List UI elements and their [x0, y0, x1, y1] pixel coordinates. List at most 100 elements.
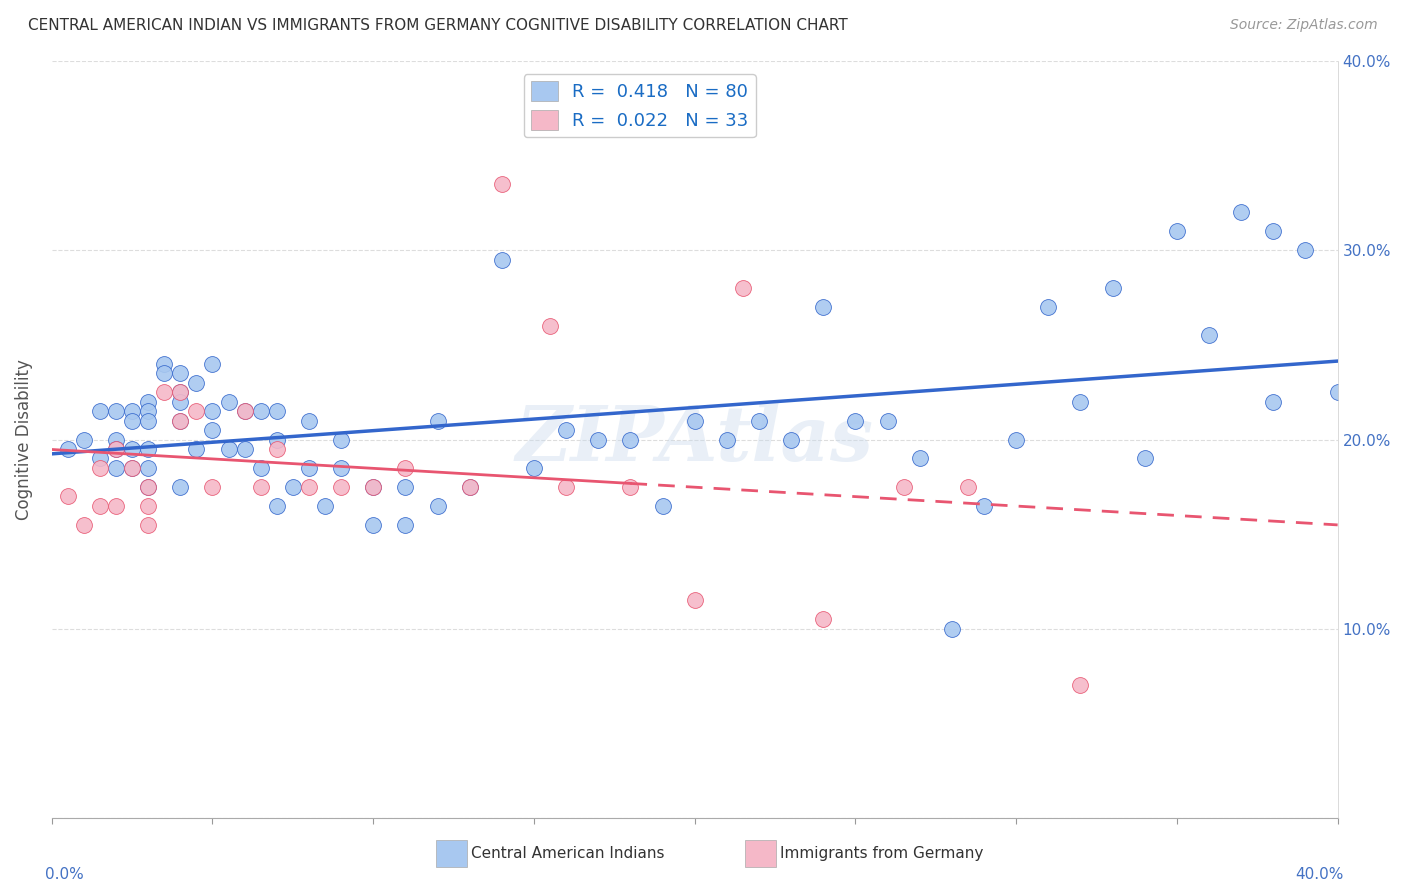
Point	[266, 404, 288, 418]
Point	[619, 480, 641, 494]
Point	[1198, 328, 1220, 343]
Point	[1295, 244, 1317, 258]
Point	[56, 489, 79, 503]
Point	[136, 499, 159, 513]
Point	[813, 612, 835, 626]
Point	[136, 404, 159, 418]
Point	[298, 461, 321, 475]
Point	[844, 414, 866, 428]
Point	[153, 357, 176, 371]
Point	[56, 442, 79, 456]
Point	[121, 461, 143, 475]
Point	[186, 404, 208, 418]
Point	[266, 442, 288, 456]
Point	[1326, 385, 1348, 400]
Text: ZIPAtlas: ZIPAtlas	[516, 402, 873, 476]
Text: Central American Indians: Central American Indians	[471, 847, 665, 861]
Point	[105, 433, 128, 447]
Point	[683, 593, 706, 607]
Point	[1133, 451, 1156, 466]
Point	[105, 404, 128, 418]
Point	[1263, 394, 1285, 409]
Point	[121, 442, 143, 456]
Point	[491, 252, 513, 267]
Point	[748, 414, 770, 428]
Point	[491, 177, 513, 191]
Text: CENTRAL AMERICAN INDIAN VS IMMIGRANTS FROM GERMANY COGNITIVE DISABILITY CORRELAT: CENTRAL AMERICAN INDIAN VS IMMIGRANTS FR…	[28, 18, 848, 33]
Point	[555, 480, 578, 494]
Text: 40.0%: 40.0%	[1296, 867, 1344, 882]
Point	[201, 423, 224, 437]
Point	[523, 461, 546, 475]
Point	[249, 461, 271, 475]
Point	[153, 367, 176, 381]
Point	[89, 461, 111, 475]
Point	[169, 385, 191, 400]
Point	[1069, 678, 1091, 692]
Point	[249, 480, 271, 494]
Point	[186, 442, 208, 456]
Point	[169, 414, 191, 428]
Point	[361, 517, 384, 532]
Point	[361, 480, 384, 494]
Point	[186, 376, 208, 390]
Point	[1230, 205, 1253, 219]
Point	[619, 433, 641, 447]
Point	[1166, 224, 1188, 238]
Point	[298, 480, 321, 494]
Text: Immigrants from Germany: Immigrants from Germany	[780, 847, 984, 861]
Point	[394, 517, 416, 532]
Point	[330, 433, 353, 447]
Point	[153, 385, 176, 400]
Point	[136, 517, 159, 532]
Point	[555, 423, 578, 437]
Point	[973, 499, 995, 513]
Point	[136, 414, 159, 428]
Point	[394, 461, 416, 475]
Point	[136, 480, 159, 494]
Point	[169, 414, 191, 428]
Point	[89, 499, 111, 513]
Point	[893, 480, 915, 494]
Point	[89, 451, 111, 466]
Point	[330, 461, 353, 475]
Text: 0.0%: 0.0%	[45, 867, 84, 882]
Point	[651, 499, 673, 513]
Point	[426, 499, 449, 513]
Point	[813, 300, 835, 314]
Point	[266, 433, 288, 447]
Point	[1005, 433, 1028, 447]
Point	[538, 318, 561, 333]
Point	[956, 480, 979, 494]
Point	[1038, 300, 1060, 314]
Point	[121, 461, 143, 475]
Point	[1069, 394, 1091, 409]
Point	[1263, 224, 1285, 238]
Point	[105, 499, 128, 513]
Point	[683, 414, 706, 428]
Point	[908, 451, 931, 466]
Point	[281, 480, 304, 494]
Point	[586, 433, 609, 447]
Point	[73, 433, 96, 447]
Point	[941, 622, 963, 636]
Point	[780, 433, 803, 447]
Point	[233, 404, 256, 418]
Point	[330, 480, 353, 494]
Point	[218, 442, 240, 456]
Legend: R =  0.418   N = 80, R =  0.022   N = 33: R = 0.418 N = 80, R = 0.022 N = 33	[523, 74, 756, 137]
Point	[266, 499, 288, 513]
Point	[298, 414, 321, 428]
Point	[218, 394, 240, 409]
Point	[233, 442, 256, 456]
Y-axis label: Cognitive Disability: Cognitive Disability	[15, 359, 32, 520]
Point	[201, 404, 224, 418]
Point	[361, 480, 384, 494]
Point	[426, 414, 449, 428]
Point	[458, 480, 481, 494]
Point	[169, 385, 191, 400]
Point	[249, 404, 271, 418]
Point	[233, 404, 256, 418]
Point	[716, 433, 738, 447]
Point	[105, 442, 128, 456]
